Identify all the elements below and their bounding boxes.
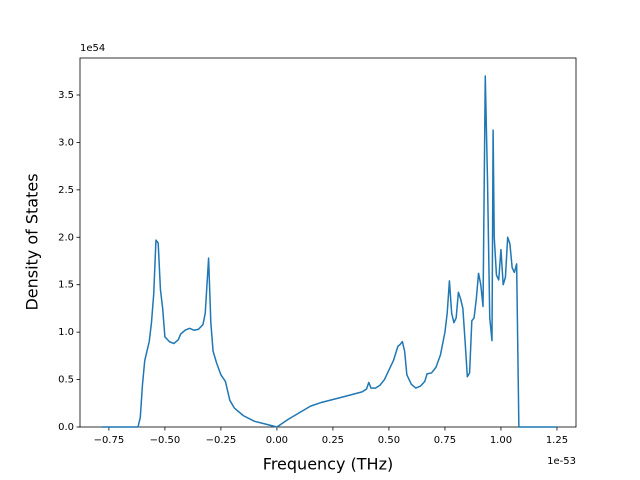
x-axis-label: Frequency (THz) — [263, 455, 393, 474]
x-tick-label: −0.75 — [94, 435, 125, 446]
x-tick-label: −0.25 — [206, 435, 237, 446]
y-tick-label: 0.5 — [58, 375, 74, 386]
x-offset-text: 1e-53 — [547, 456, 576, 467]
y-tick-label: 0.0 — [58, 422, 74, 433]
y-tick-label: 1.5 — [58, 280, 74, 291]
y-tick-label: 3.5 — [58, 90, 74, 101]
y-axis-label: Density of States — [23, 173, 42, 310]
x-tick-label: 1.00 — [490, 435, 512, 446]
x-tick-label: 1.25 — [546, 435, 568, 446]
x-tick-label: 0.50 — [378, 435, 400, 446]
plot-frame — [79, 57, 577, 428]
y-offset-text: 1e54 — [80, 43, 105, 54]
y-tick-label: 2.5 — [58, 185, 74, 196]
line — [102, 75, 557, 428]
y-tick-label: 2.0 — [58, 232, 74, 243]
y-tick-label: 3.0 — [58, 137, 74, 148]
x-tick-label: 0.75 — [434, 435, 456, 446]
x-tick-label: 0.25 — [322, 435, 344, 446]
y-tick-label: 1.0 — [58, 327, 74, 338]
x-tick-label: −0.50 — [150, 435, 181, 446]
x-tick-label: 0.00 — [266, 435, 288, 446]
